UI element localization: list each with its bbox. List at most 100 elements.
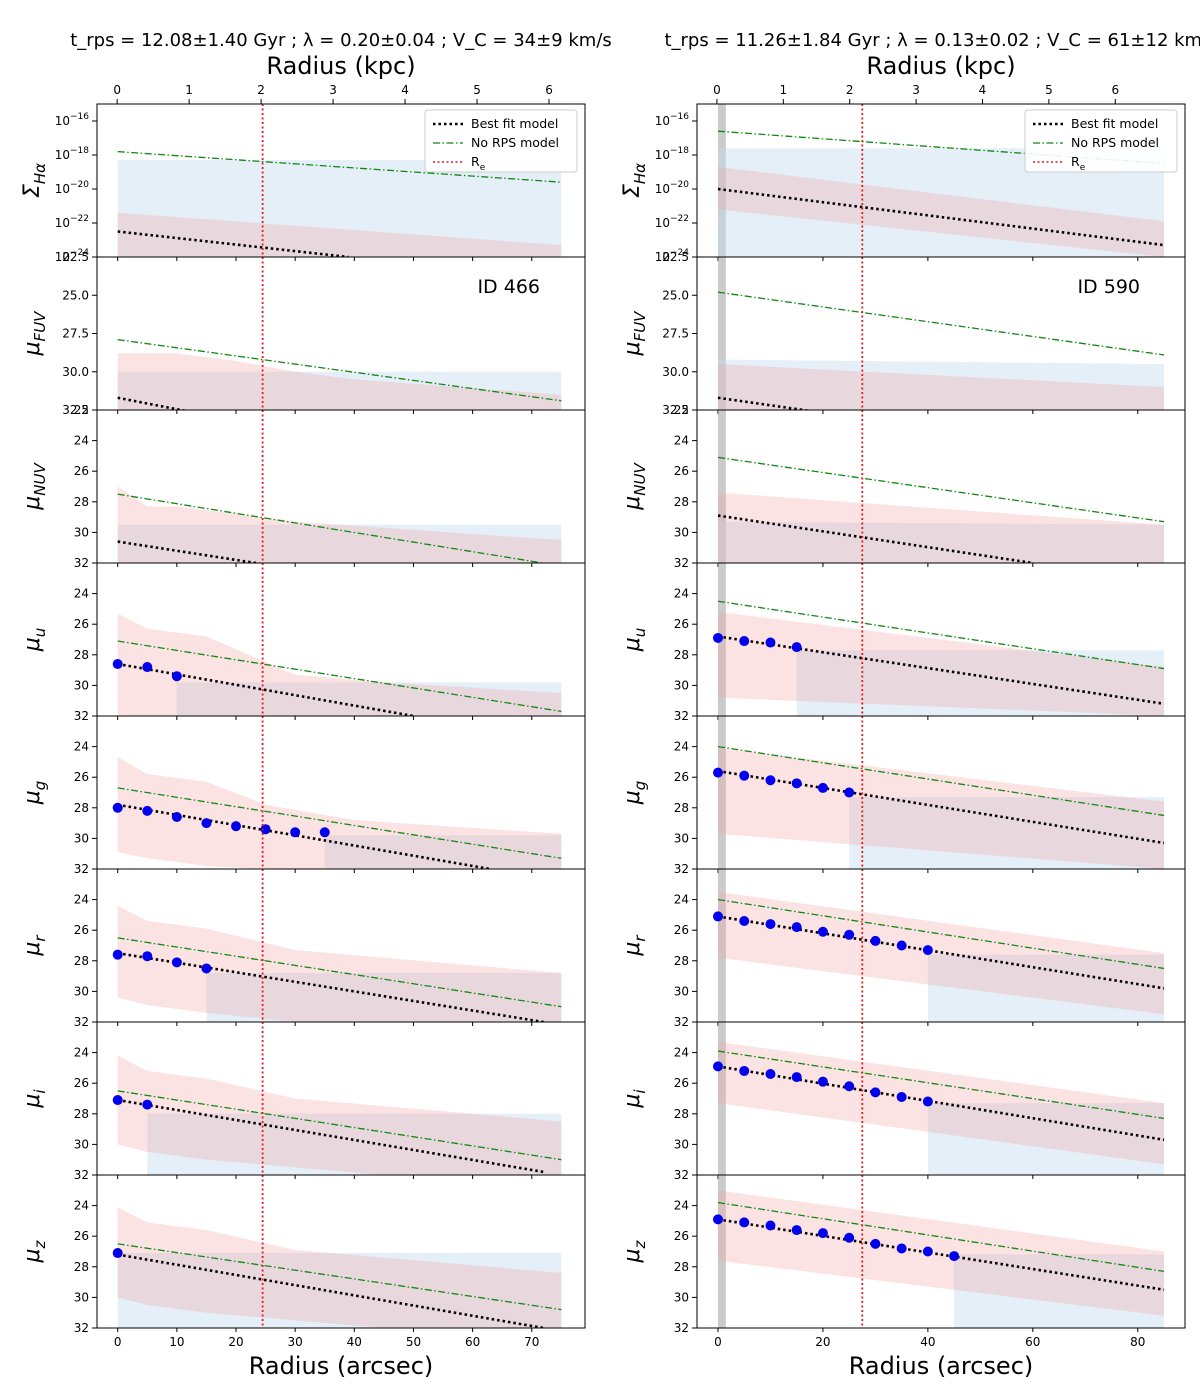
observed-point: [949, 1251, 960, 1262]
y-tick-label: 30: [674, 984, 689, 998]
y-tick-label: 28: [674, 648, 689, 662]
pink-uncertainty-band: [717, 1190, 1165, 1316]
y-tick-label: 26: [674, 923, 689, 937]
y-tick-label: 30: [74, 1137, 89, 1151]
blue-uncertainty-band: [147, 1113, 562, 1175]
y-tick-label: 27.5: [62, 327, 89, 341]
bottom-tick-label: 0: [714, 1335, 722, 1349]
y-axis-label: μr: [620, 935, 649, 957]
psf-band: [717, 1175, 726, 1328]
y-tick-label: 10−16: [655, 112, 690, 128]
y-tick-label: 26: [74, 923, 89, 937]
y-tick-label: 10−24: [655, 248, 690, 264]
bottom-tick-label: 80: [1130, 1335, 1145, 1349]
no-rps-model-line: [717, 898, 1165, 970]
panel-plot-area: [117, 150, 562, 257]
panel-plot-area: [112, 905, 562, 1022]
observed-point: [739, 636, 750, 647]
top-tick-label: 3: [912, 83, 920, 97]
psf-band: [717, 257, 726, 410]
no-rps-model-line: [117, 150, 562, 183]
y-tick-label: 22.5: [62, 250, 89, 264]
pink-uncertainty-band: [117, 613, 562, 716]
y-tick-label: 30: [74, 678, 89, 692]
panel-z: 24 26 28 30 32 μz: [620, 1174, 1186, 1335]
panel-i: 24 26 28 30 32 μi: [620, 1021, 1186, 1182]
panel-plot-area: [712, 869, 1165, 1022]
y-tick-label: 26: [74, 617, 89, 631]
y-tick-label: 10−18: [55, 146, 90, 162]
y-tick-label: 24: [674, 893, 689, 907]
observed-point: [844, 929, 855, 940]
y-axis-label: μg: [20, 781, 49, 806]
observed-point: [112, 1095, 123, 1106]
no-rps-model-line: [117, 787, 562, 859]
panel-plot-area: [112, 1207, 562, 1328]
y-tick-label: 28: [674, 801, 689, 815]
observed-point: [922, 945, 933, 956]
y-axis-label: μu: [20, 628, 49, 653]
blue-uncertainty-band: [927, 1103, 1165, 1175]
pink-uncertainty-band: [117, 905, 562, 1022]
y-tick-label: 30: [74, 831, 89, 845]
y-axis-label: μz: [620, 1239, 649, 1263]
chart-column-1: t_rps = 11.26±1.84 Gyr ; λ = 0.13±0.02 ;…: [620, 30, 1200, 1380]
top-axis-title: Radius (kpc): [266, 52, 415, 80]
observed-point: [739, 916, 750, 927]
y-tick-label: 28: [74, 1107, 89, 1121]
panel-plot-area: [712, 1022, 1165, 1175]
y-tick-label: 26: [74, 1076, 89, 1090]
panel-Ha: 10−24 10−22 10−20 10−18 10−16 ΣHα Best fit mod…: [620, 103, 1186, 264]
panel-frame: [696, 1174, 1186, 1329]
bottom-tick-label: 50: [406, 1335, 421, 1349]
bottom-tick-label: 60: [465, 1335, 480, 1349]
y-tick-label: 30: [674, 831, 689, 845]
best-fit-model-line: [117, 951, 544, 1022]
best-fit-model-line: [717, 1065, 1165, 1142]
pink-uncertainty-band: [117, 757, 562, 869]
panel-plot-area: [112, 757, 562, 869]
y-axis-label: μg: [620, 781, 649, 806]
best-fit-model-line: [717, 514, 1034, 563]
y-tick-label: 28: [74, 801, 89, 815]
top-tick-label: 6: [545, 83, 553, 97]
observed-point: [112, 658, 123, 669]
y-tick-label: 26: [674, 464, 689, 478]
top-tick-label: 4: [979, 83, 987, 97]
y-tick-label: 22.5: [662, 250, 689, 264]
pink-uncertainty-band: [717, 492, 1165, 563]
bottom-tick-label: 40: [347, 1335, 362, 1349]
pink-uncertainty-band: [117, 1207, 562, 1328]
top-tick-label: 2: [846, 83, 854, 97]
bottom-tick-label: 0: [114, 1335, 122, 1349]
panel-plot-area: [117, 338, 562, 410]
y-tick-label: 27.5: [662, 327, 689, 341]
observed-point: [231, 821, 242, 832]
observed-point: [791, 922, 802, 933]
best-fit-model-line: [717, 1218, 1165, 1292]
y-tick-label: 32.5: [662, 403, 689, 417]
y-axis-label: μFUV: [620, 310, 649, 357]
y-tick-label: 10−24: [55, 248, 90, 264]
observed-point: [142, 1099, 153, 1110]
observed-point: [844, 1081, 855, 1092]
no-rps-model-line: [117, 640, 562, 713]
panel-plot-area: [717, 104, 1165, 257]
psf-band: [717, 869, 726, 1022]
observed-point: [112, 949, 123, 960]
top-tick-label: 3: [329, 83, 337, 97]
best-fit-model-line: [717, 635, 1165, 706]
top-tick-label: 5: [473, 83, 481, 97]
y-tick-label: 10−16: [55, 112, 90, 128]
y-axis-label: μFUV: [20, 310, 49, 357]
pink-uncertainty-band: [117, 486, 562, 563]
observed-point: [201, 818, 212, 829]
blue-uncertainty-band: [117, 524, 562, 563]
best-fit-model-line: [117, 803, 491, 869]
panel-g: 24 26 28 30 32 μg: [620, 715, 1186, 876]
observed-point: [290, 827, 301, 838]
y-tick-label: 10−22: [55, 214, 89, 230]
bottom-tick-label: 10: [169, 1335, 184, 1349]
y-tick-label: 30.0: [662, 365, 689, 379]
